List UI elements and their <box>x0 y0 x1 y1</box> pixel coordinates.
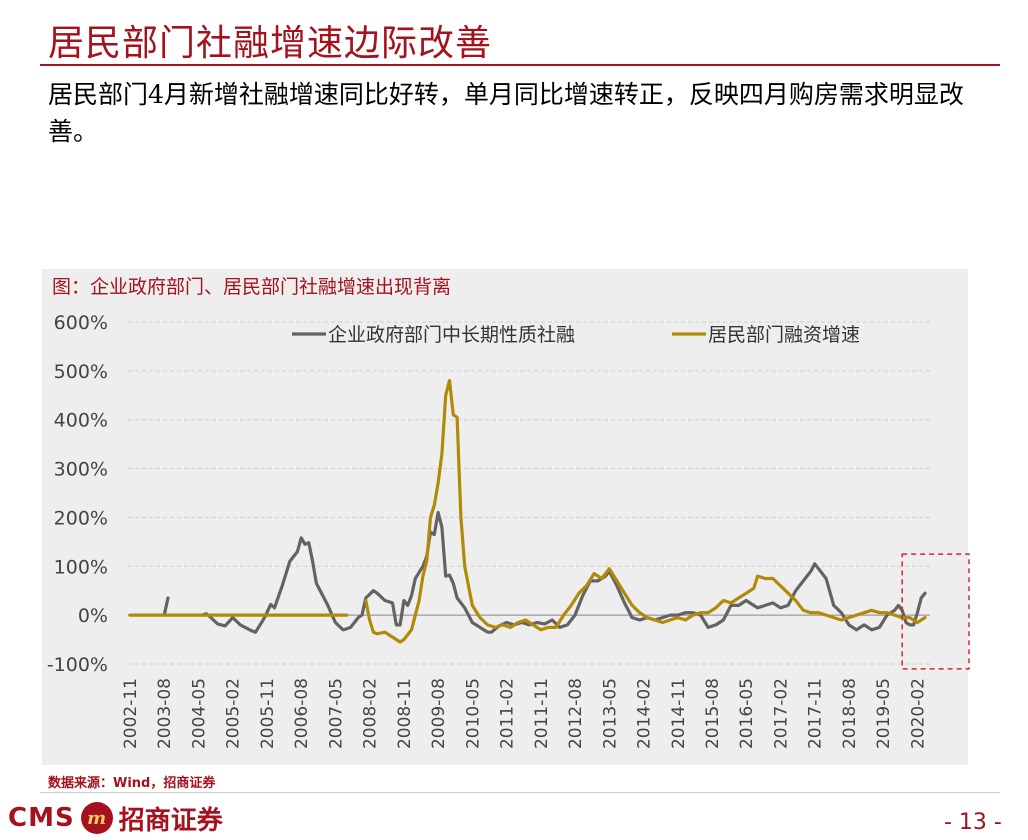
x-tick-label: 2008-02 <box>361 678 381 749</box>
legend: 企业政府部门中长期性质社融 居民部门融资增速 <box>292 324 860 346</box>
highlight-box <box>901 553 970 670</box>
footer-divider <box>40 792 1000 793</box>
series-line <box>162 596 170 617</box>
logo-latin: CMS <box>8 803 75 833</box>
chart-panel <box>42 269 968 765</box>
x-tick-label: 2015-08 <box>703 678 723 749</box>
x-tick-label: 2006-08 <box>292 678 312 749</box>
logo-mark-icon: m <box>80 802 113 834</box>
x-tick-label: 2007-05 <box>326 678 346 749</box>
x-tick-label: 2017-11 <box>806 678 826 749</box>
x-tick-label: 2002-11 <box>121 678 141 749</box>
legend-label: 居民部门融资增速 <box>708 324 860 346</box>
axes: -100% 0% 100% 200% 300% 400% 500% 600% 2002-11 20… <box>47 312 930 749</box>
series-lines <box>128 379 927 644</box>
x-tick-label: 2017-02 <box>771 678 791 749</box>
x-tick-label: 2011-11 <box>532 678 552 749</box>
x-tick-label: 2011-02 <box>498 678 518 749</box>
x-tick-label: 2019-05 <box>874 678 894 749</box>
y-tick-label: 200% <box>54 507 108 529</box>
summary-text: 居民部门4月新增社融增速同比好转，单月同比增速转正，反映四月购房需求明显改善。 <box>48 80 964 146</box>
y-tick-label: 500% <box>54 361 108 383</box>
x-tick-label: 2005-11 <box>258 678 278 749</box>
x-tick-label: 2013-05 <box>600 678 620 749</box>
page-number: - 13 - <box>944 810 1002 835</box>
y-tick-label: 600% <box>54 312 108 334</box>
x-tick-label: 2020-02 <box>908 678 928 749</box>
x-tick-label: 2016-05 <box>737 678 757 749</box>
y-tick-label: 300% <box>54 459 108 481</box>
series-line <box>200 510 927 634</box>
chart-title: 图：企业政府部门、居民部门社融增速出现背离 <box>52 276 452 298</box>
x-tick-label: 2003-08 <box>155 678 175 749</box>
data-source: 数据来源：Wind，招商证券 <box>48 776 216 791</box>
company-logo: CMS m 招商证券 <box>8 800 223 836</box>
y-tick-label: -100% <box>47 654 108 676</box>
x-tick-label: 2014-02 <box>635 678 655 749</box>
x-tick-label: 2008-11 <box>395 678 415 749</box>
x-tick-label: 2010-05 <box>463 678 483 749</box>
x-tick-label: 2005-02 <box>224 678 244 749</box>
logo-chinese: 招商证券 <box>118 805 223 836</box>
y-tick-label: 400% <box>54 410 108 432</box>
y-tick-label: 100% <box>54 556 108 578</box>
x-tick-label: 2004-05 <box>189 678 209 749</box>
x-tick-label: 2014-11 <box>669 678 689 749</box>
x-tick-label: 2009-08 <box>429 678 449 749</box>
x-tick-label: 2018-08 <box>840 678 860 749</box>
grid-lines <box>128 321 930 665</box>
legend-label: 企业政府部门中长期性质社融 <box>328 324 575 346</box>
title-divider <box>40 64 1000 66</box>
y-tick-label: 0% <box>78 605 108 627</box>
page-title: 居民部门社融增速边际改善 <box>48 23 493 64</box>
series-line <box>364 379 927 644</box>
x-tick-label: 2012-08 <box>566 678 586 749</box>
